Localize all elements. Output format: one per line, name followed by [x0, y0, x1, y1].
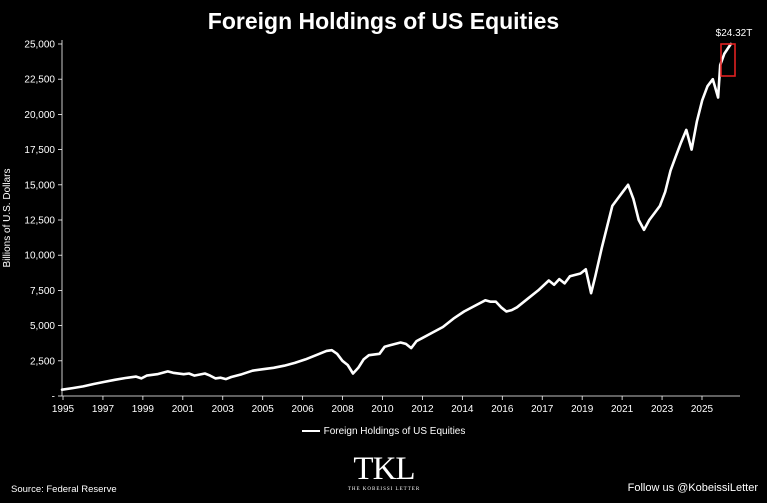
y-tick-label: - — [52, 392, 55, 403]
follow-handle: Follow us @KobeissiLetter — [627, 482, 758, 494]
legend: Foreign Holdings of US Equities — [0, 426, 767, 437]
kobeissi-logo: TKL THE KOBEISSI LETTER — [334, 452, 434, 492]
x-tick-label: 2014 — [451, 404, 474, 415]
y-tick-label: 17,500 — [24, 145, 55, 156]
annotation-latest-value: $24.32T — [716, 28, 753, 39]
x-tick-label: 2017 — [531, 404, 554, 415]
highlight-box — [720, 43, 736, 77]
chart-title: Foreign Holdings of US Equities — [207, 8, 560, 34]
source-note: Source: Federal Reserve — [11, 484, 117, 495]
x-tick-label: 2003 — [212, 404, 235, 415]
logo-mark: TKL — [353, 451, 415, 487]
x-tick-label: 1995 — [52, 404, 75, 415]
x-tick-label: 2016 — [491, 404, 514, 415]
legend-swatch — [301, 430, 320, 433]
x-tick-label: 2025 — [691, 404, 714, 415]
x-tick-label: 1999 — [132, 404, 155, 415]
legend-label: Foreign Holdings of US Equities — [323, 426, 466, 437]
y-tick-label: 22,500 — [24, 75, 55, 86]
x-tick-label: 2001 — [172, 404, 195, 415]
x-tick-label: 2005 — [252, 404, 275, 415]
y-axis-title: Billions of U.S. Dollars — [2, 169, 13, 268]
y-tick-label: 15,000 — [24, 180, 55, 191]
y-tick-label: 12,500 — [24, 216, 55, 227]
y-axis-ticks: - 2,500 5,000 7,500 10,000 12,500 15,000 17,500… — [24, 40, 62, 403]
x-tick-label: 2019 — [571, 404, 594, 415]
y-tick-label: 2,500 — [30, 356, 55, 367]
y-tick-label: 5,000 — [30, 321, 55, 332]
x-tick-label: 2023 — [651, 404, 674, 415]
x-tick-label: 2008 — [331, 404, 354, 415]
x-tick-label: 2012 — [411, 404, 434, 415]
x-tick-label: 2006 — [292, 404, 315, 415]
series-line-foreign-holdings — [60, 42, 733, 391]
x-tick-label: 2021 — [611, 404, 634, 415]
y-tick-label: 25,000 — [24, 40, 55, 51]
x-tick-label: 2010 — [371, 404, 394, 415]
y-tick-label: 10,000 — [24, 251, 55, 262]
y-tick-label: 7,500 — [30, 286, 55, 297]
logo-subtitle: THE KOBEISSI LETTER — [347, 487, 421, 492]
y-tick-label: 20,000 — [24, 110, 55, 121]
x-axis-ticks: 1995 1997 1999 2001 2003 2005 2006 2008 2010 2012… — [52, 396, 714, 415]
x-tick-label: 1997 — [92, 404, 115, 415]
